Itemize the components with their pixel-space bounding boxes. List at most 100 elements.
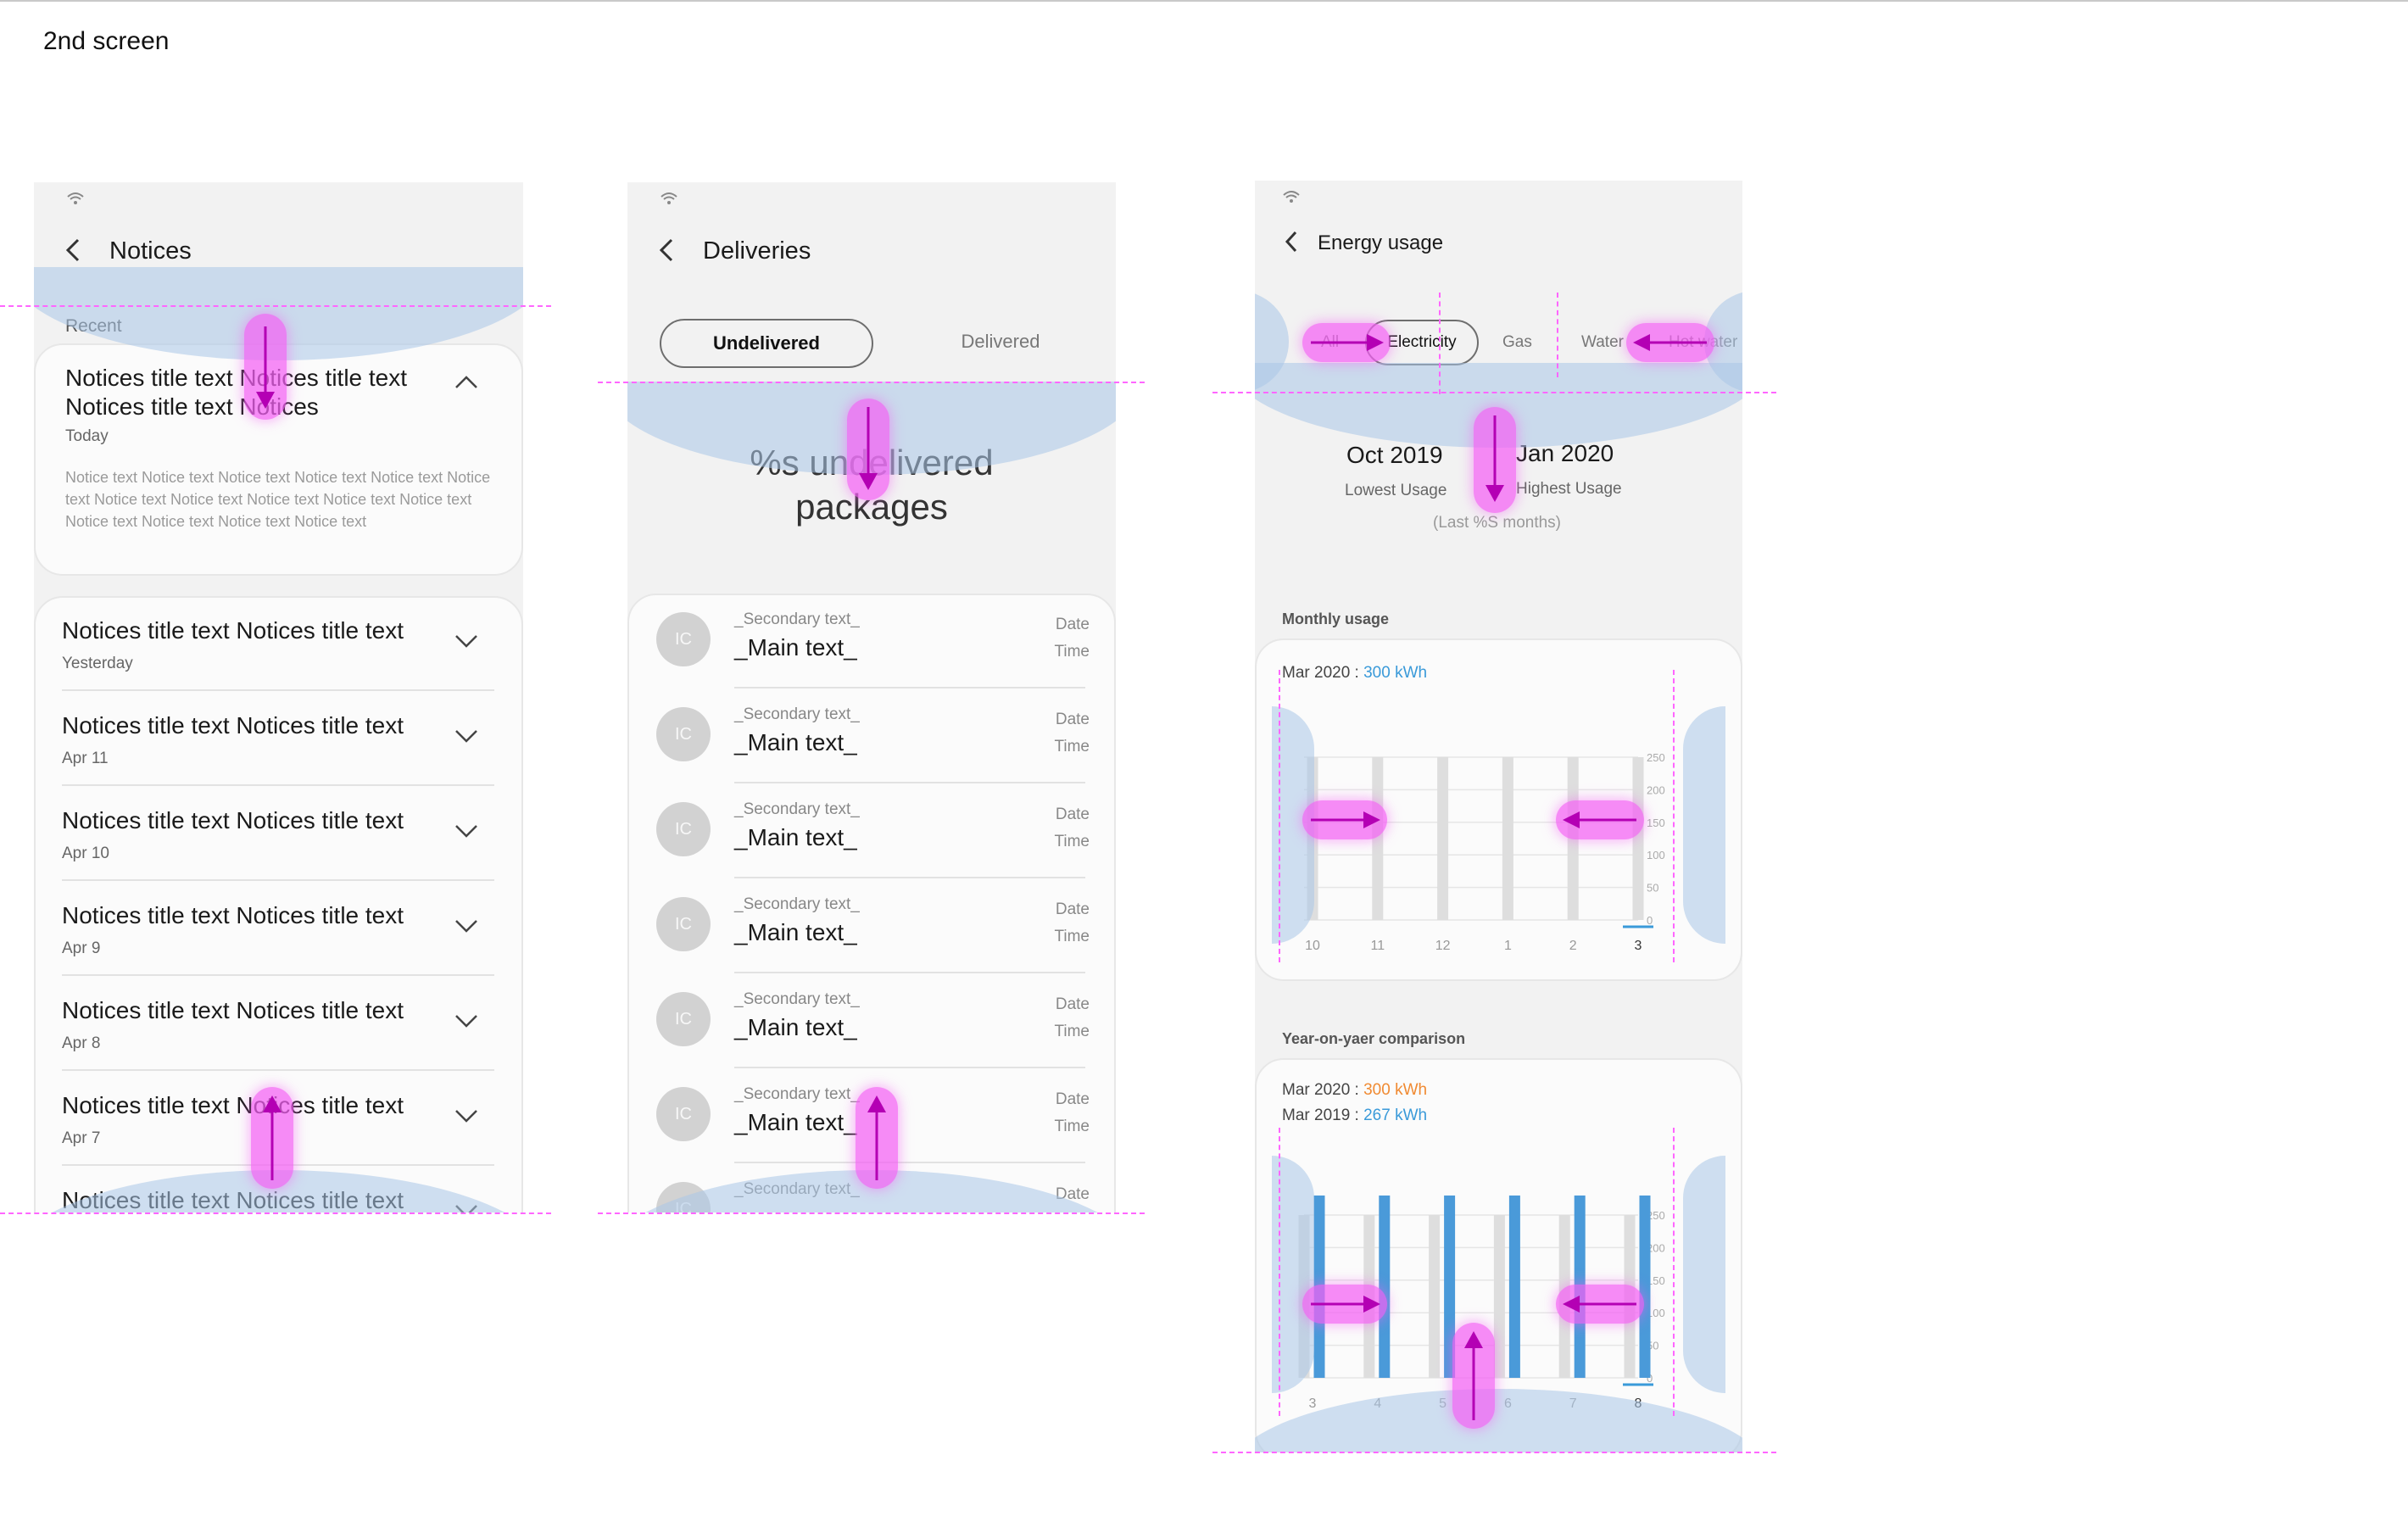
notice-title: Notices title text Notices title text No… xyxy=(65,365,408,420)
screen-title: Energy usage xyxy=(1318,231,1444,254)
package-icon: IC xyxy=(656,802,711,856)
highest-usage-label: Highest Usage xyxy=(1516,480,1622,498)
x-tick-label: 12 xyxy=(1435,939,1451,953)
swipe-up-arrow-icon xyxy=(1452,1323,1495,1429)
y-tick-label: 100 xyxy=(1647,849,1665,861)
notice-title: Notices title text Notices title text xyxy=(62,902,404,928)
y-tick-label: 100 xyxy=(1647,1307,1665,1319)
swipe-right-arrow-icon xyxy=(1302,323,1391,362)
notice-date: Apr 11 xyxy=(62,750,109,767)
notice-title: Notices title text Notices title text xyxy=(62,712,404,739)
screen-title: Notices xyxy=(109,237,192,265)
chevron-down-icon[interactable] xyxy=(454,722,479,748)
y-tick-label: 0 xyxy=(1647,1372,1653,1385)
lowest-usage-label: Lowest Usage xyxy=(1345,482,1447,499)
wifi-icon xyxy=(67,192,84,204)
notice-date: Today xyxy=(65,427,109,445)
guide-line xyxy=(1673,1128,1675,1416)
tab-undelivered[interactable]: Undelivered xyxy=(660,319,873,368)
notice-title: Notices title text Notices title text xyxy=(62,1092,404,1118)
back-arrow-icon[interactable] xyxy=(655,237,680,263)
monthly-usage-label: Monthly usage xyxy=(1282,610,1390,627)
secondary-text: _Secondary text_ xyxy=(734,705,860,723)
notice-title: Notices title text Notices title text xyxy=(62,997,404,1023)
main-text: _Main text_ xyxy=(734,919,857,945)
tab-delivered[interactable]: Delivered xyxy=(961,331,1040,352)
x-tick-label: 2 xyxy=(1569,939,1577,953)
secondary-text: _Secondary text_ xyxy=(734,895,860,913)
date-text: Date xyxy=(1055,900,1090,918)
y-tick-label: 250 xyxy=(1647,751,1665,764)
y-tick-label: 200 xyxy=(1647,1241,1665,1254)
divider xyxy=(734,687,1085,688)
swipe-left-arrow-icon xyxy=(1556,800,1644,839)
y-tick-label: 50 xyxy=(1647,882,1658,895)
date-text: Date xyxy=(1055,1090,1090,1108)
x-tick-label: 5 xyxy=(1439,1396,1446,1411)
chevron-up-icon[interactable] xyxy=(454,371,479,396)
guide-line xyxy=(0,1212,551,1214)
secondary-text: _Secondary text_ xyxy=(734,800,860,818)
time-text: Time xyxy=(1054,1118,1090,1135)
y-tick-label: 250 xyxy=(1647,1209,1665,1222)
tab-water[interactable]: Water xyxy=(1581,333,1624,351)
caption-value: 300 kWh xyxy=(1363,664,1428,682)
chevron-down-icon[interactable] xyxy=(454,817,479,843)
chevron-down-icon[interactable] xyxy=(454,912,479,938)
tab-gas[interactable]: Gas xyxy=(1502,333,1532,351)
x-tick-label: 10 xyxy=(1305,939,1320,953)
guide-line xyxy=(1212,392,1776,393)
date-text: Date xyxy=(1055,806,1090,823)
bar xyxy=(1508,1195,1520,1378)
back-arrow-icon[interactable] xyxy=(1279,229,1304,254)
bar xyxy=(1632,757,1644,920)
guide-line xyxy=(598,1212,1145,1214)
x-tick-label: 6 xyxy=(1504,1396,1512,1411)
bar xyxy=(1379,1195,1391,1378)
section-label-recent: Recent xyxy=(65,316,122,336)
caption-value: 267 kWh xyxy=(1363,1107,1428,1124)
notice-date: Apr 7 xyxy=(62,1129,101,1147)
guide-line xyxy=(1279,670,1280,962)
x-tick-label: 3 xyxy=(1309,1396,1317,1411)
notice-date: Apr 9 xyxy=(62,939,101,957)
notice-title: Notices title text Notices title text xyxy=(62,1187,404,1212)
bar xyxy=(1444,1195,1456,1378)
notice-date: Apr 10 xyxy=(62,845,109,862)
time-text: Time xyxy=(1054,833,1090,850)
package-icon: IC xyxy=(656,992,711,1046)
chevron-down-icon[interactable] xyxy=(454,627,479,653)
x-tick-label: 4 xyxy=(1374,1396,1381,1411)
guide-line xyxy=(1212,1452,1776,1453)
yoy-caption-1: Mar 2020 : 300 kWh xyxy=(1282,1081,1427,1100)
main-text: _Main text_ xyxy=(734,729,857,755)
page-title: 2nd screen xyxy=(43,27,170,55)
guide-line xyxy=(1279,1128,1280,1416)
divider xyxy=(62,879,494,881)
x-tick-label: 3 xyxy=(1635,939,1642,953)
package-icon: IC xyxy=(656,897,711,951)
highest-usage-value: Jan 2020 xyxy=(1516,440,1614,466)
y-tick-label: 200 xyxy=(1647,783,1665,796)
bar xyxy=(1493,1215,1505,1378)
swipe-right-arrow-icon xyxy=(1302,800,1387,839)
secondary-text: _Secondary text_ xyxy=(734,1180,860,1198)
chevron-down-icon[interactable] xyxy=(454,1102,479,1128)
chevron-down-icon[interactable] xyxy=(454,1007,479,1033)
lowest-usage-value: Oct 2019 xyxy=(1346,442,1443,468)
period-note: (Last %S months) xyxy=(1433,514,1561,532)
time-text: Time xyxy=(1054,1023,1090,1040)
secondary-text: _Secondary text_ xyxy=(734,990,860,1008)
notice-title: Notices title text Notices title text xyxy=(62,807,404,833)
guide-line xyxy=(1439,293,1441,394)
swipe-down-arrow-icon xyxy=(847,399,889,500)
main-text: _Main text_ xyxy=(734,634,857,661)
wifi-icon xyxy=(661,192,677,204)
back-arrow-icon[interactable] xyxy=(61,237,86,263)
swipe-left-arrow-icon xyxy=(1556,1285,1644,1324)
chevron-down-icon[interactable] xyxy=(454,1197,479,1212)
swipe-down-arrow-icon xyxy=(244,314,287,420)
yoy-label: Year-on-yaer comparison xyxy=(1282,1030,1466,1047)
guide-line xyxy=(598,382,1145,383)
swipe-left-arrow-icon xyxy=(1626,323,1714,362)
